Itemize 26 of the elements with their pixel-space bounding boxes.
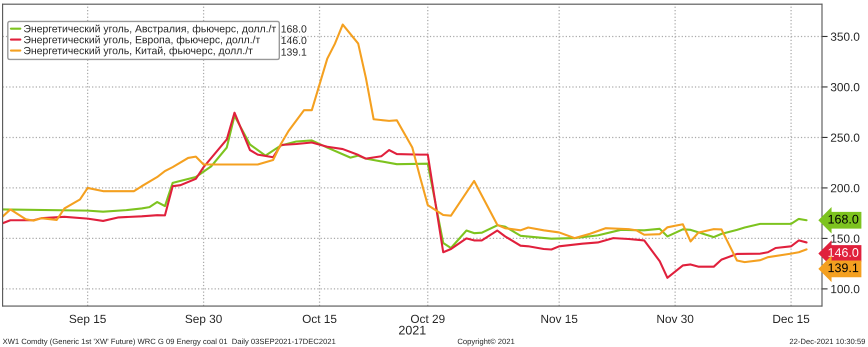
legend-label: Энергетический уголь, Австралия, фьючерс, долл./т <box>24 24 276 34</box>
x-tick-label: Dec 15 <box>773 314 810 324</box>
x-tick-label: Sep 30 <box>185 314 222 326</box>
data-label: 168.0 <box>828 214 858 224</box>
y-tick-label: 350.0 <box>830 32 860 41</box>
y-tick-label: 150.0 <box>831 234 860 243</box>
y-tick-label: 300.0 <box>830 82 860 92</box>
text: 139.1 <box>282 48 306 56</box>
legend-label: Энергетический уголь, Китай, фьючерс, долл./т <box>24 46 253 56</box>
line-series <box>2 24 808 264</box>
x-tick-label: Oct 15 <box>302 314 336 324</box>
x-tick-label: Sep 15 <box>69 314 106 326</box>
y-tick-label: 250.0 <box>830 133 860 142</box>
data-label: 146.0 <box>828 248 858 257</box>
x-tick-label: Oct 29 <box>410 314 445 324</box>
legend-label: Энергетический уголь, Европа, фьючерс, долл./т <box>24 36 260 46</box>
line-series <box>2 114 808 250</box>
y-tick-label: 100.0 <box>831 284 860 294</box>
y-tick-label: 200.0 <box>830 184 860 192</box>
x-axis-title: 2021 <box>399 326 426 335</box>
line-series <box>2 112 808 279</box>
text: 146.0 <box>282 36 306 44</box>
x-tick-label: Nov 30 <box>657 314 694 324</box>
x-tick-label: Nov 15 <box>541 314 578 324</box>
data-label: 139.1 <box>828 263 858 272</box>
text: 168.0 <box>282 25 306 33</box>
